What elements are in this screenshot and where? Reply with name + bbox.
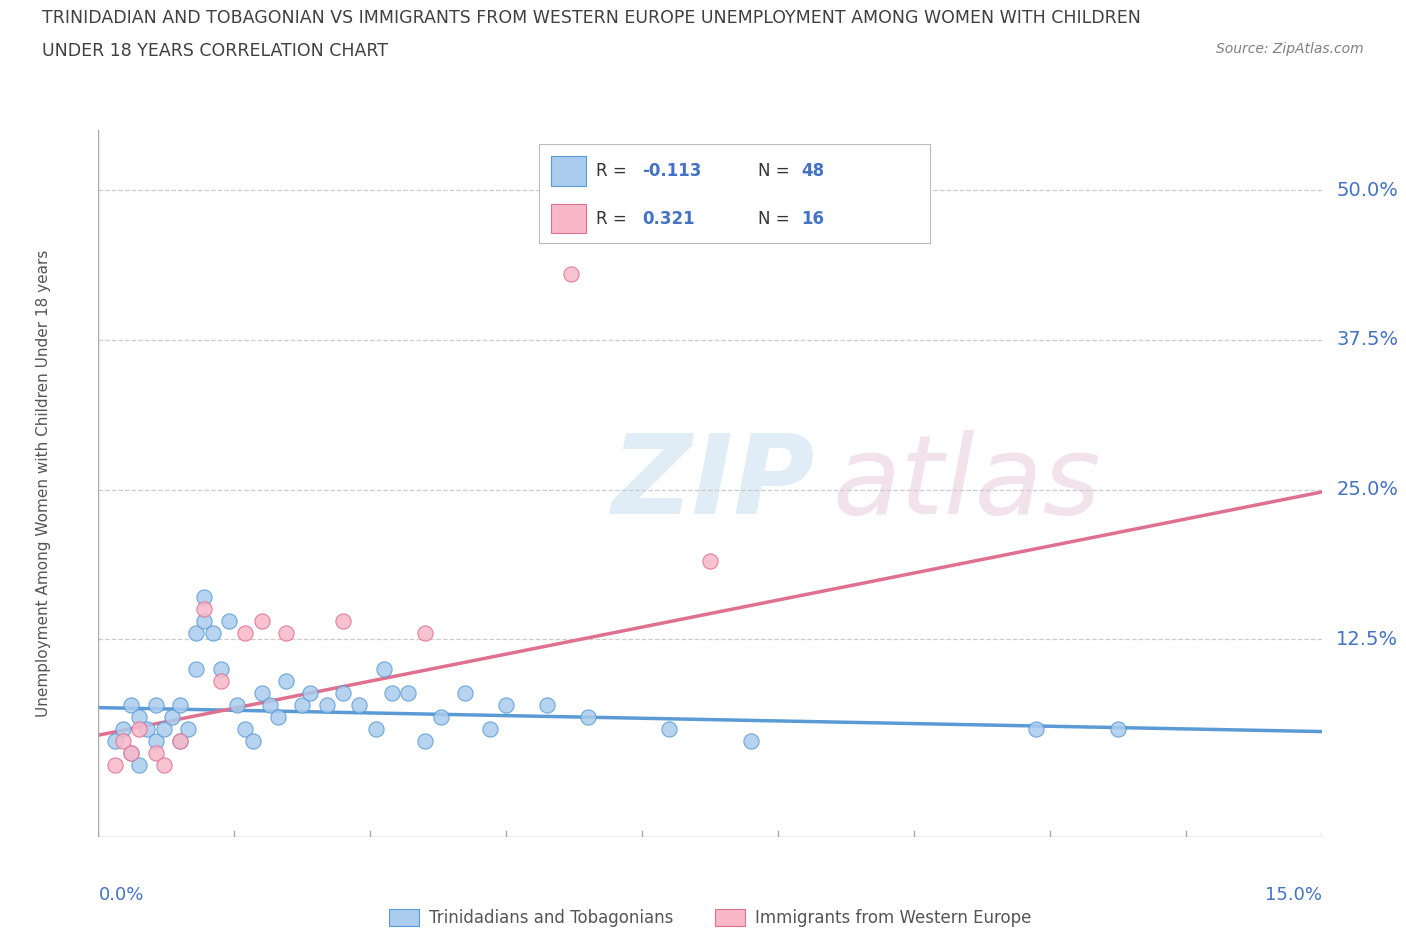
Point <box>699 554 721 569</box>
Point <box>111 734 134 749</box>
Point <box>177 722 200 737</box>
Point <box>120 746 142 761</box>
Point <box>128 758 150 773</box>
Text: 50.0%: 50.0% <box>1336 180 1398 200</box>
Point <box>364 722 387 737</box>
Point <box>454 685 477 700</box>
Point <box>169 734 191 749</box>
Text: ZIP: ZIP <box>612 430 815 538</box>
Point <box>209 662 232 677</box>
Point <box>145 698 167 712</box>
Point <box>120 698 142 712</box>
Point <box>169 734 191 749</box>
Text: Unemployment Among Women with Children Under 18 years: Unemployment Among Women with Children U… <box>37 250 51 717</box>
Point <box>259 698 281 712</box>
Point <box>160 710 183 724</box>
Text: 15.0%: 15.0% <box>1264 886 1322 905</box>
Point <box>1025 722 1047 737</box>
Point <box>209 674 232 689</box>
Text: 12.5%: 12.5% <box>1336 630 1399 649</box>
Point <box>332 614 354 629</box>
Point <box>1107 722 1129 737</box>
Point <box>152 758 174 773</box>
Point <box>373 662 395 677</box>
Point <box>242 734 264 749</box>
Point <box>128 722 150 737</box>
Point <box>332 685 354 700</box>
Point <box>478 722 501 737</box>
Point <box>193 602 215 617</box>
Text: 0.0%: 0.0% <box>98 886 143 905</box>
Point <box>381 685 404 700</box>
Point <box>274 674 297 689</box>
Text: TRINIDADIAN AND TOBAGONIAN VS IMMIGRANTS FROM WESTERN EUROPE UNEMPLOYMENT AMONG : TRINIDADIAN AND TOBAGONIAN VS IMMIGRANTS… <box>42 9 1142 27</box>
Point <box>315 698 337 712</box>
Point <box>299 685 322 700</box>
Point <box>250 685 273 700</box>
Point <box>136 722 159 737</box>
Point <box>193 590 215 604</box>
Text: 25.0%: 25.0% <box>1336 480 1399 499</box>
Point <box>201 626 224 641</box>
Point <box>267 710 290 724</box>
Point <box>104 758 127 773</box>
Point <box>396 685 419 700</box>
Point <box>495 698 517 712</box>
Point <box>128 710 150 724</box>
Point <box>233 626 256 641</box>
Point <box>145 734 167 749</box>
Point <box>740 734 762 749</box>
Legend: Trinidadians and Tobagonians, Immigrants from Western Europe: Trinidadians and Tobagonians, Immigrants… <box>382 902 1038 930</box>
Point <box>218 614 240 629</box>
Point <box>560 267 582 282</box>
Point <box>104 734 127 749</box>
Point <box>226 698 249 712</box>
Point <box>111 722 134 737</box>
Text: UNDER 18 YEARS CORRELATION CHART: UNDER 18 YEARS CORRELATION CHART <box>42 42 388 60</box>
Point <box>536 698 558 712</box>
Point <box>291 698 314 712</box>
Point <box>120 746 142 761</box>
Point <box>193 614 215 629</box>
Point <box>186 662 208 677</box>
Point <box>413 734 436 749</box>
Point <box>186 626 208 641</box>
Text: 37.5%: 37.5% <box>1336 330 1399 350</box>
Point <box>169 698 191 712</box>
Point <box>250 614 273 629</box>
Point <box>233 722 256 737</box>
Point <box>152 722 174 737</box>
Point <box>145 746 167 761</box>
Point <box>349 698 371 712</box>
Text: atlas: atlas <box>832 430 1101 538</box>
Point <box>576 710 599 724</box>
Text: Source: ZipAtlas.com: Source: ZipAtlas.com <box>1216 42 1364 56</box>
Point <box>274 626 297 641</box>
Point <box>430 710 453 724</box>
Point <box>413 626 436 641</box>
Point <box>658 722 681 737</box>
